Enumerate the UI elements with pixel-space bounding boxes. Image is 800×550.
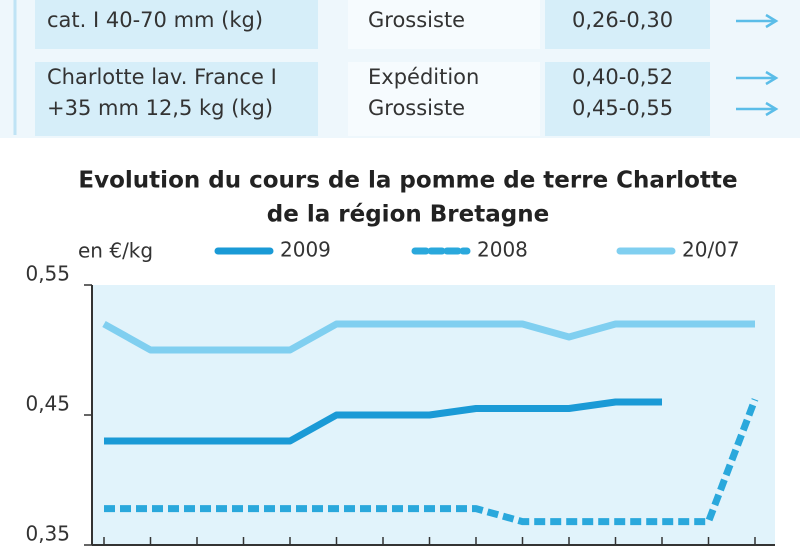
table-cell-text: 0,45-0,55 [572,96,673,120]
table-cell-text: 0,40-0,52 [572,65,673,89]
y-tick-label: 0,35 [25,522,70,546]
legend-label: 20/07 [682,238,740,262]
table-cell-text: Charlotte lav. France I [47,65,277,89]
table-cell-text: 0,26-0,30 [572,8,673,32]
y-axis-label: en €/kg [78,239,153,263]
legend-label: 2008 [477,238,528,262]
cell [35,62,318,136]
cell [35,0,318,49]
series-line [104,398,759,526]
table-cell-text: Grossiste [368,96,465,120]
trend-arrow-head [765,13,779,29]
chart-title: Evolution du cours de la pomme de terre … [78,168,737,194]
chart-title: de la région Bretagne [267,202,549,228]
series-line [104,398,662,445]
y-tick-label: 0,55 [25,262,70,286]
table-cell-text: cat. I 40-70 mm (kg) [47,8,263,32]
table-cell-text: +35 mm 12,5 kg (kg) [47,96,273,120]
trend-arrow-head [765,70,779,86]
table-cell-text: Grossiste [368,8,465,32]
cell [348,62,540,136]
y-tick-label: 0,45 [25,392,70,416]
series-line [102,320,755,354]
legend-label: 2009 [280,238,331,262]
separator [0,138,800,150]
cell [545,62,710,136]
cell [545,0,710,49]
cell [348,0,540,49]
table-cell-text: Expédition [368,65,479,89]
trend-arrow-head [765,101,779,117]
